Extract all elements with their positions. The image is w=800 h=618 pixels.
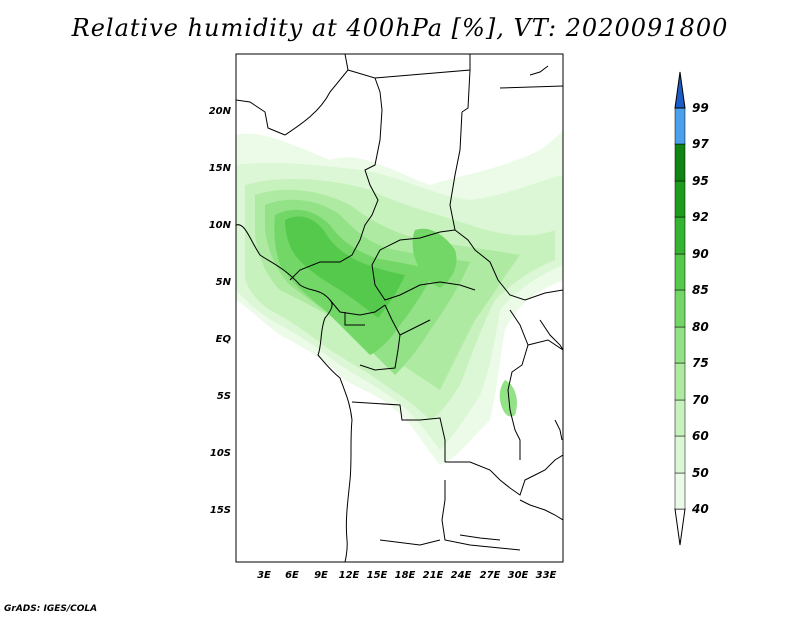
colorbar-segment <box>674 216 686 255</box>
lon-label: 24E <box>451 570 472 581</box>
colorbar-label: 97 <box>692 137 709 151</box>
lon-label: 30E <box>508 570 529 581</box>
latitude-axis: 20N 15N 10N 5N EQ 5S 10S 15S <box>209 106 232 516</box>
lon-label: 27E <box>480 570 501 581</box>
colorbar: 40 50 60 70 75 80 85 90 92 95 97 99 <box>674 71 709 546</box>
map-frame <box>235 53 564 563</box>
lon-label: 9E <box>314 570 328 581</box>
colorbar-label: 80 <box>692 320 709 334</box>
colorbar-segment <box>674 472 686 510</box>
lat-label: 10N <box>209 220 232 231</box>
colorbar-label: 85 <box>692 283 709 297</box>
lon-label: 21E <box>423 570 444 581</box>
colorbar-label: 95 <box>692 174 709 188</box>
colorbar-over-triangle <box>674 71 686 109</box>
lon-label: 15E <box>367 570 388 581</box>
lat-label: 15S <box>210 505 231 516</box>
humidity-shading <box>236 130 563 465</box>
lat-label: EQ <box>216 334 232 345</box>
lon-label: 18E <box>395 570 416 581</box>
colorbar-segment <box>674 289 686 328</box>
colorbar-segment <box>674 326 686 364</box>
lon-label: 33E <box>536 570 557 581</box>
map-title: Relative humidity at 400hPa [%], VT: 202… <box>71 14 729 42</box>
colorbar-label: 75 <box>692 356 709 370</box>
country-borders <box>236 54 563 562</box>
colorbar-label: 92 <box>692 210 709 224</box>
colorbar-label: 50 <box>692 466 709 480</box>
colorbar-segment <box>674 180 686 218</box>
lat-label: 15N <box>209 163 232 174</box>
colorbar-segment <box>674 399 686 437</box>
lat-label: 20N <box>209 106 232 117</box>
colorbar-label: 99 <box>692 101 709 115</box>
longitude-axis: 3E 6E 9E 12E 15E 18E 21E 24E 27E 30E 33E <box>257 570 556 581</box>
credit-text: GrADS: IGES/COLA <box>4 604 98 614</box>
colorbar-segment <box>674 253 686 291</box>
colorbar-label: 70 <box>692 393 709 407</box>
colorbar-segment <box>674 435 686 474</box>
lat-label: 5S <box>217 391 231 402</box>
colorbar-label: 40 <box>691 502 709 516</box>
lon-label: 3E <box>257 570 271 581</box>
colorbar-label: 90 <box>692 247 709 261</box>
lon-label: 12E <box>339 570 360 581</box>
colorbar-segment <box>674 107 686 145</box>
colorbar-label: 60 <box>692 429 709 443</box>
lat-label: 10S <box>210 448 231 459</box>
lon-label: 6E <box>285 570 299 581</box>
colorbar-segment <box>674 362 686 401</box>
colorbar-under-triangle <box>674 508 686 546</box>
colorbar-segment <box>674 143 686 182</box>
lat-label: 5N <box>216 277 232 288</box>
